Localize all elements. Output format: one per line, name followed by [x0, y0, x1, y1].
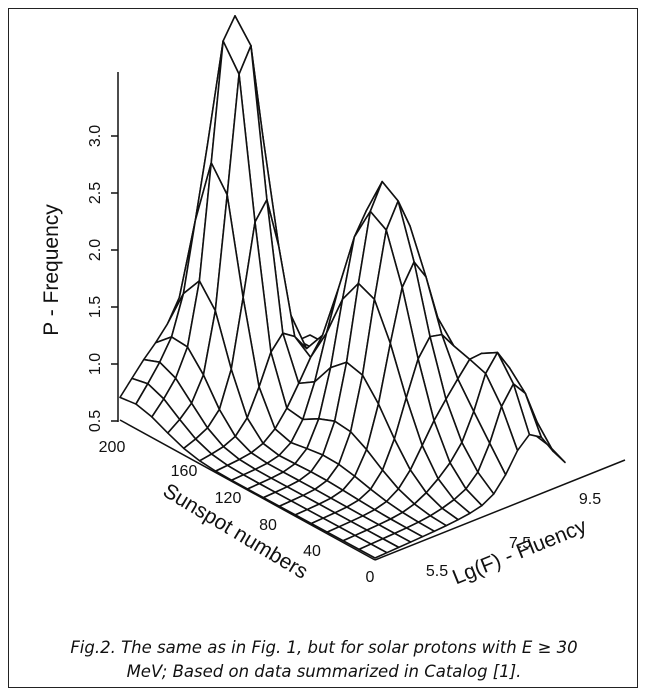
x-axis: [374, 459, 626, 561]
surface-cell: [358, 543, 388, 559]
caption-line: MeV; Based on data summarized in Catalog…: [126, 662, 522, 681]
figure-frame: [8, 8, 638, 688]
z-tick-label: 0.5: [87, 410, 104, 432]
x-tick-label: 5.5: [426, 563, 448, 580]
y-tick-label: 160: [171, 463, 198, 480]
wireframe-surface: [119, 15, 566, 559]
y-axis: [119, 419, 376, 561]
x-tick-label: 7.5: [509, 535, 531, 552]
z-tick-label: 2.5: [87, 182, 104, 204]
z-tick-label: 1.5: [87, 296, 104, 318]
y-tick-label: 40: [303, 543, 321, 560]
z-tick-label: 2.0: [87, 239, 104, 261]
caption-line: Fig.2. The same as in Fig. 1, but for so…: [70, 638, 578, 657]
y-tick-label: 120: [215, 490, 242, 507]
caption: Fig.2. The same as in Fig. 1, but for so…: [14, 636, 634, 684]
y-tick-label: 0: [366, 569, 375, 586]
z-tick-label: 3.0: [87, 125, 104, 147]
y-tick-label: 80: [259, 517, 277, 534]
z-tick-label: 1.0: [87, 353, 104, 375]
z-axis-label: P - Frequency: [40, 204, 63, 336]
y-tick-label: 200: [99, 439, 126, 456]
x-tick-label: 9.5: [579, 491, 601, 508]
